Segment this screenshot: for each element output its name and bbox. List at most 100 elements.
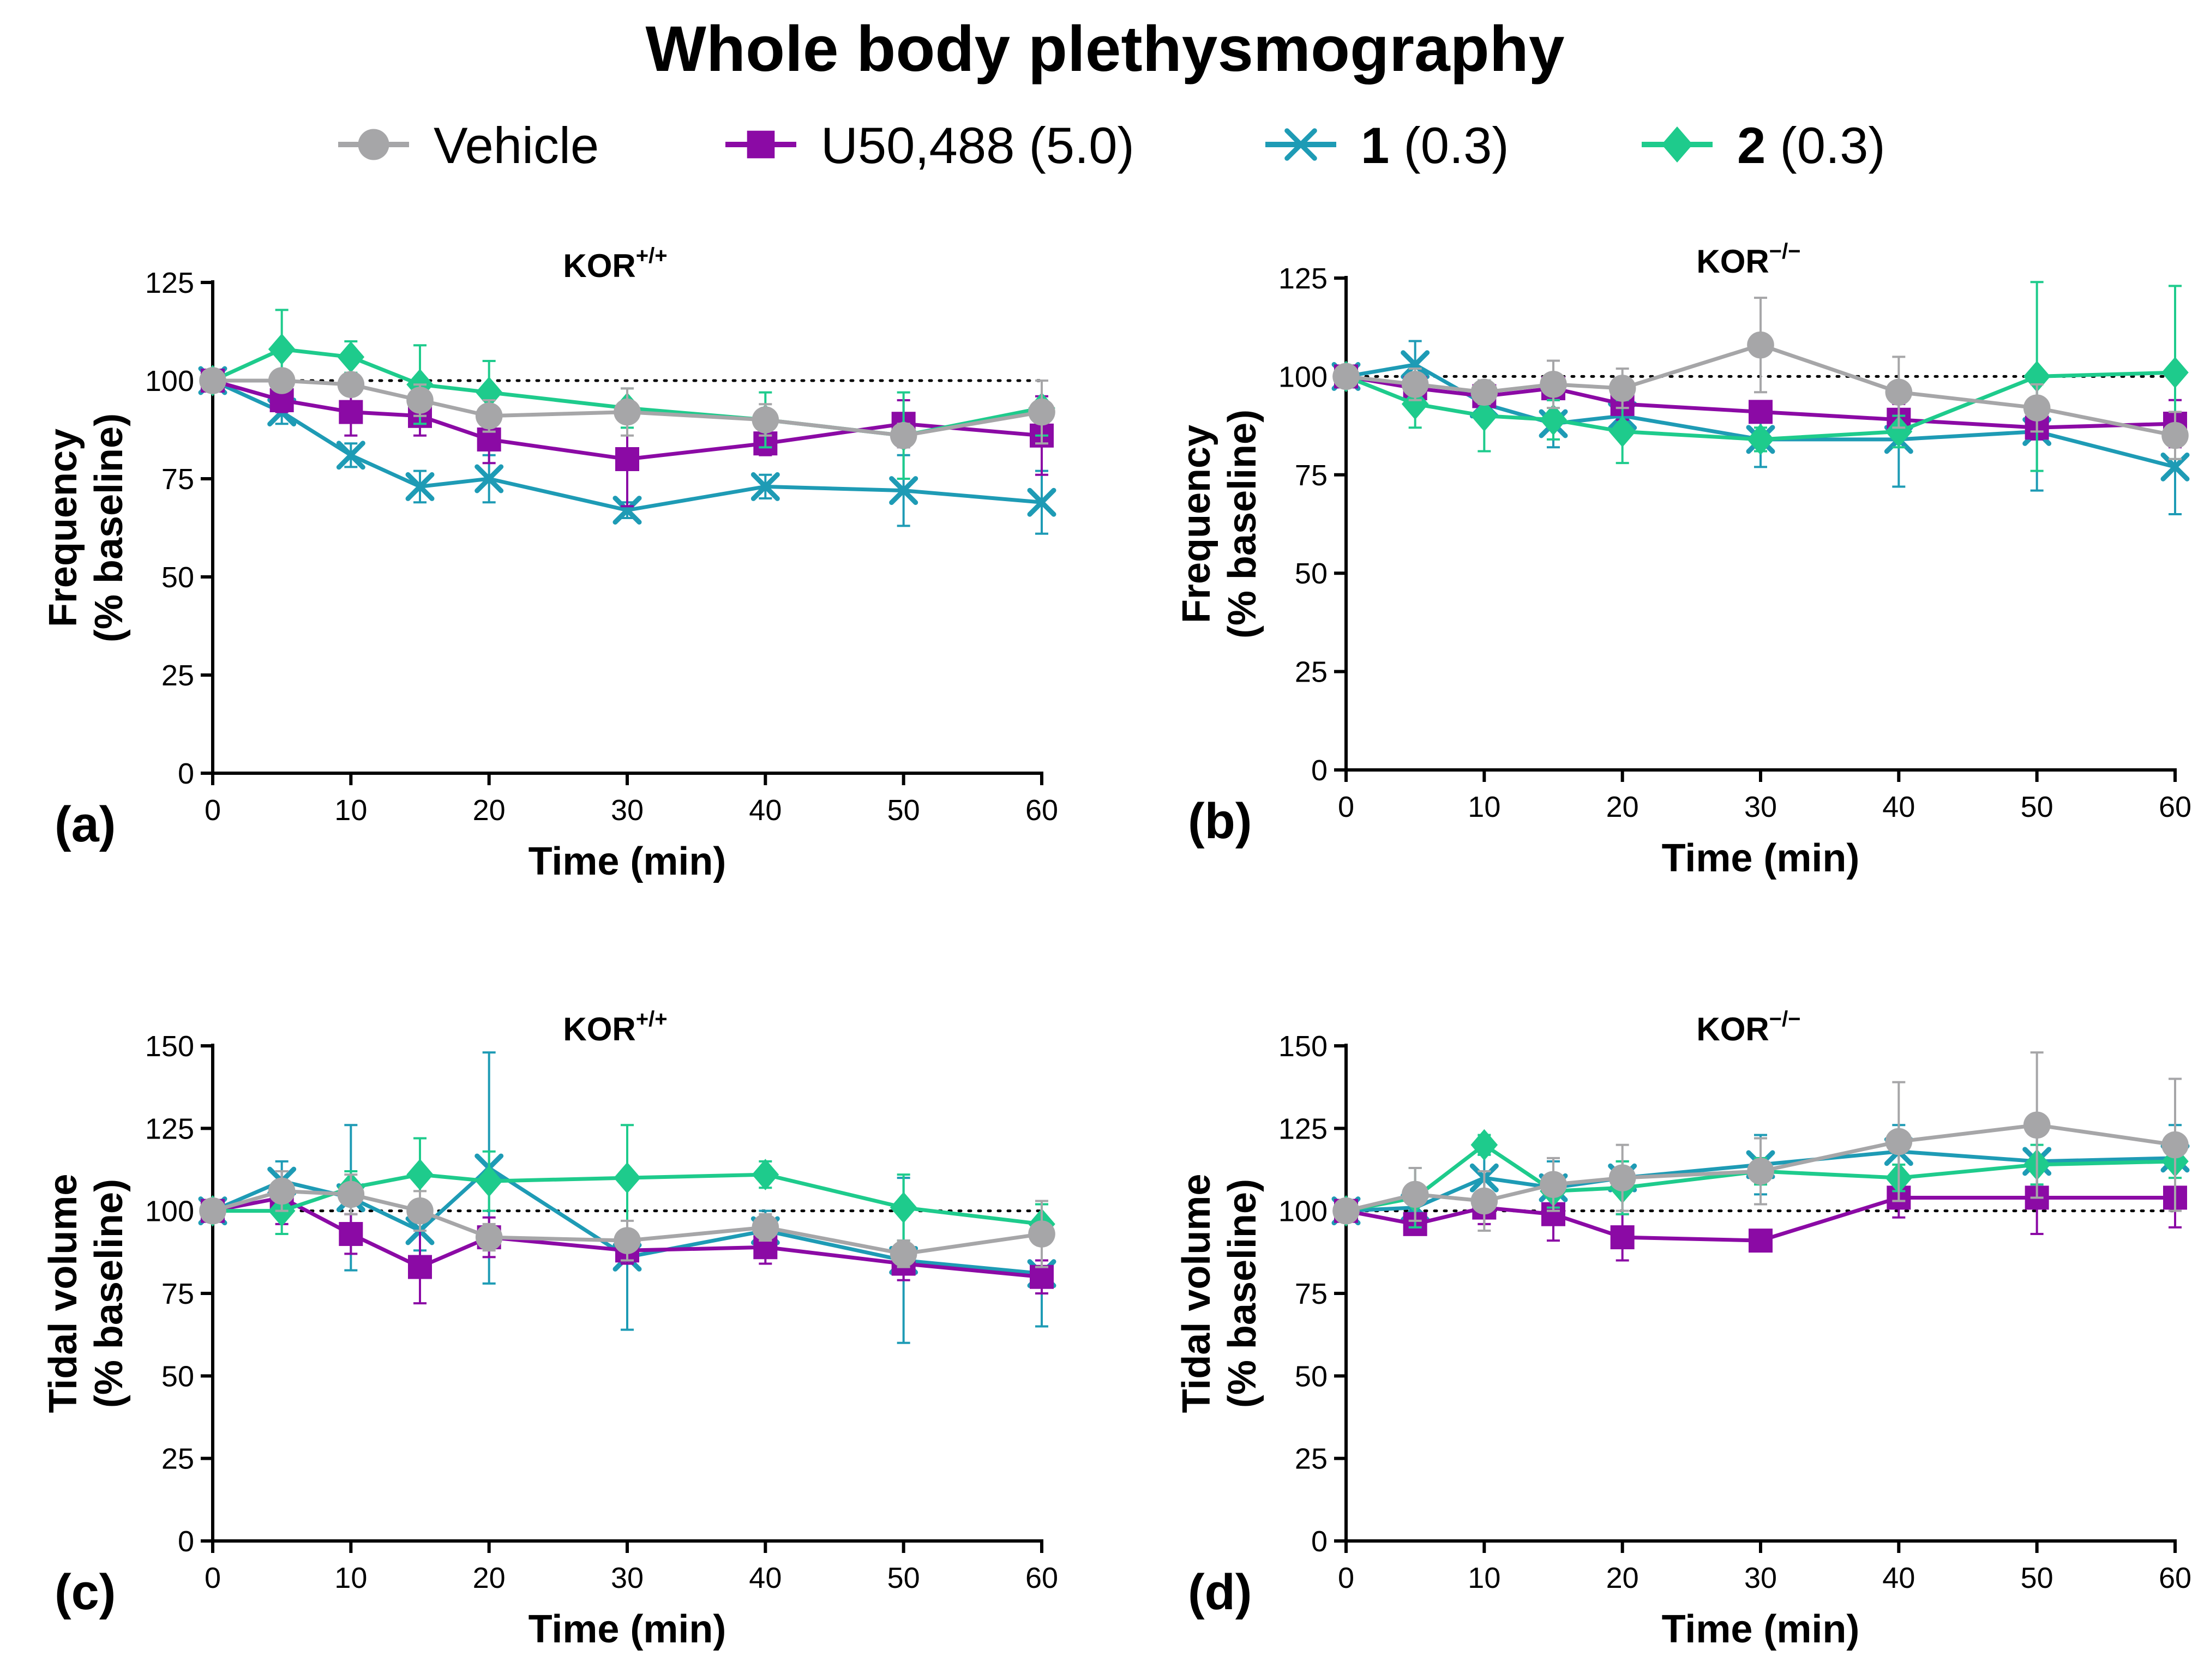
data-point-cmpd2 [1470,1129,1498,1161]
legend: Vehicle U50,488 (5.0) 1 (0.3) 2 (0.3) [338,117,1885,174]
data-point-vehicle [1332,363,1360,390]
data-point-vehicle [475,402,503,430]
data-point-cmpd1 [612,496,642,525]
x-axis-label: Time (min) [1662,836,1860,880]
data-point-u50488 [1030,1264,1054,1289]
panel-title: KOR+/+ [563,1007,667,1047]
panel-title-main: KOR [563,1011,635,1047]
chart-panel-b: 0 25 50 75 100 125 0 10 20 30 40 50 60 Time (min) Freq… [1175,239,2191,880]
panel-title: KOR−/− [1696,239,1800,280]
panel-letter: (d) [1188,1564,1252,1620]
data-point-cmpd2 [1470,400,1498,432]
panel-title-sup: −/− [1769,239,1801,263]
data-point-vehicle [1028,1220,1055,1248]
y-tick-label: 0 [1311,754,1328,787]
x-tick-label: 40 [749,794,782,827]
data-point-vehicle [1540,1171,1567,1199]
y-tick-label: 0 [1311,1525,1328,1558]
data-point-cmpd2 [1885,416,1913,448]
x-axis-label: Time (min) [1662,1607,1860,1651]
data-point-vehicle [1401,1181,1429,1208]
legend-marker-u50488 [747,130,775,159]
data-point-cmpd2 [614,1162,641,1194]
data-point-vehicle [1332,1197,1360,1225]
panel-title: KOR−/− [1696,1007,1800,1047]
data-point-cmpd1 [336,441,365,470]
series-vehicle [1332,1051,2189,1232]
data-point-vehicle [1470,378,1498,406]
panel-title: KOR+/+ [563,244,667,284]
legend-label-cmpd1: 1 (0.3) [1361,117,1509,174]
legend-item-u50488: U50,488 (5.0) [725,117,1134,174]
data-point-vehicle [268,1177,296,1205]
x-axis-label: Time (min) [529,840,726,883]
data-point-vehicle [199,1197,226,1225]
data-point-vehicle [475,1224,503,1251]
panel-letter: (a) [55,797,116,852]
y-tick-label: 25 [1295,656,1328,689]
x-tick-label: 0 [205,794,221,827]
y-tick-label: 125 [145,267,194,299]
data-point-vehicle [890,422,917,449]
data-point-vehicle [1885,1128,1913,1155]
data-point-vehicle [1401,371,1429,398]
data-point-cmpd2 [268,333,296,365]
legend-label-cmpd2: 2 (0.3) [1737,117,1885,174]
data-point-cmpd1 [475,464,504,493]
panel-title-sup: +/+ [636,1007,668,1031]
data-point-vehicle [1747,1158,1774,1185]
data-point-cmpd2 [475,1165,503,1197]
data-point-vehicle [268,367,296,394]
y-axis-label-line: (% baseline) [1221,410,1264,639]
legend-label-vehicle: Vehicle [434,117,599,174]
x-tick-label: 60 [2159,791,2191,823]
y-tick-label: 50 [1295,557,1328,590]
y-tick-label: 50 [161,1360,194,1393]
x-tick-label: 30 [611,794,644,827]
legend-marker-cmpd1 [1284,128,1317,161]
legend-label-text: (0.3) [1389,117,1509,174]
y-tick-label: 75 [161,1278,194,1310]
data-point-vehicle [1608,375,1636,402]
panel-title-sup: +/+ [636,244,668,268]
legend-marker-cmpd2 [1661,126,1693,163]
y-axis-label-line: (% baseline) [87,1179,131,1408]
x-tick-label: 20 [473,794,506,827]
chart-panel-d: 0 25 50 75 100 125 150 0 10 20 30 40 50 60 Time (min) T… [1175,1007,2191,1651]
data-point-vehicle [1470,1187,1498,1215]
data-point-cmpd2 [2023,360,2051,393]
data-point-cmpd2 [1747,424,1774,455]
y-axis-label-line: Tidal volume [1175,1174,1218,1413]
data-point-vehicle [2023,1111,2051,1139]
data-point-vehicle [1747,331,1774,359]
x-tick-label: 20 [473,1562,506,1594]
data-point-vehicle [752,406,779,433]
legend-item-cmpd1: 1 (0.3) [1265,117,1509,174]
legend-item-vehicle: Vehicle [338,117,599,174]
data-point-cmpd2 [337,341,365,373]
x-tick-label: 60 [1025,1562,1058,1594]
legend-label-text: Vehicle [434,117,599,174]
data-point-vehicle [406,387,434,414]
data-point-vehicle [614,398,641,426]
y-tick-label: 25 [1295,1443,1328,1476]
x-tick-label: 50 [2021,791,2053,823]
x-axis-label: Time (min) [529,1607,726,1651]
figure-title: Whole body plethysmography [646,13,1565,85]
data-point-vehicle [890,1240,917,1268]
y-tick-label: 50 [1295,1360,1328,1393]
data-point-u50488 [1749,1229,1773,1253]
y-tick-label: 75 [161,463,194,496]
data-point-cmpd2 [1540,404,1567,436]
data-point-u50488 [1749,400,1773,424]
data-point-u50488 [339,400,363,424]
y-axis-label-line: Frequency [1175,425,1218,623]
data-point-vehicle [337,371,365,398]
x-tick-label: 0 [1338,791,1354,823]
data-point-vehicle [337,1181,365,1208]
data-point-cmpd2 [475,376,503,408]
data-point-cmpd2 [1608,416,1636,448]
legend-label-text: (0.3) [1765,117,1885,174]
data-point-cmpd1 [2160,452,2190,481]
y-tick-label: 125 [145,1112,194,1145]
